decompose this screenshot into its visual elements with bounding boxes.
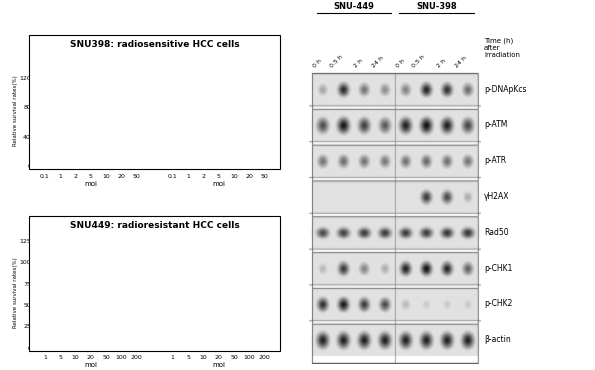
Text: γH2AX: γH2AX bbox=[484, 192, 509, 201]
Text: 0.5 h: 0.5 h bbox=[411, 54, 426, 68]
Text: 24 h: 24 h bbox=[371, 55, 385, 68]
Text: β-actin: β-actin bbox=[484, 335, 511, 344]
Text: Time (h)
after
irradiation: Time (h) after irradiation bbox=[484, 37, 520, 58]
Text: p-CHK1: p-CHK1 bbox=[484, 264, 512, 273]
Text: SNU-398: SNU-398 bbox=[416, 1, 457, 11]
Text: p-ATM: p-ATM bbox=[484, 121, 508, 130]
Text: p-ATR: p-ATR bbox=[484, 156, 506, 165]
Text: 2 h: 2 h bbox=[436, 58, 447, 68]
Text: SNU449: radioresistant HCC cells: SNU449: radioresistant HCC cells bbox=[70, 221, 240, 230]
Text: p-CHK2: p-CHK2 bbox=[484, 299, 512, 309]
Title: Ad-EPRT: Ad-EPRT bbox=[198, 46, 240, 55]
Y-axis label: Relative survival rates(%): Relative survival rates(%) bbox=[13, 257, 18, 328]
Text: SNU398: radiosensitive HCC cells: SNU398: radiosensitive HCC cells bbox=[70, 40, 240, 49]
Title: Ad-EGFP: Ad-EGFP bbox=[69, 46, 112, 55]
Legend: 0Gy, 4Gy, 8Gy: 0Gy, 4Gy, 8Gy bbox=[206, 58, 268, 64]
Legend: 0Gy, 4Gy, 8Gy: 0Gy, 4Gy, 8Gy bbox=[78, 240, 140, 246]
Legend: 0Gy, 4Gy, 8Gy: 0Gy, 4Gy, 8Gy bbox=[206, 240, 268, 246]
Text: 24 h: 24 h bbox=[454, 55, 467, 68]
Title: Ad-EPRT: Ad-EPRT bbox=[198, 227, 240, 236]
Text: SNU-449: SNU-449 bbox=[333, 1, 374, 11]
X-axis label: moi: moi bbox=[212, 362, 225, 368]
X-axis label: moi: moi bbox=[212, 181, 225, 186]
Y-axis label: Relative survival rates(%): Relative survival rates(%) bbox=[141, 75, 146, 147]
Y-axis label: Relative survival rates(%): Relative survival rates(%) bbox=[141, 257, 146, 328]
Text: 0 h: 0 h bbox=[312, 58, 323, 68]
Text: p-DNApKcs: p-DNApKcs bbox=[484, 85, 527, 94]
X-axis label: moi: moi bbox=[84, 181, 97, 186]
Text: 0 h: 0 h bbox=[395, 58, 405, 68]
Text: 2 h: 2 h bbox=[353, 58, 364, 68]
Text: Rad50: Rad50 bbox=[484, 228, 509, 237]
Text: 0.5 h: 0.5 h bbox=[329, 54, 343, 68]
X-axis label: moi: moi bbox=[84, 362, 97, 368]
Legend: 0Gy, 4Gy, 8Gy: 0Gy, 4Gy, 8Gy bbox=[78, 58, 140, 64]
Title: Ad-EGFP: Ad-EGFP bbox=[69, 227, 112, 236]
Y-axis label: Relative survival rates(%): Relative survival rates(%) bbox=[13, 75, 18, 147]
